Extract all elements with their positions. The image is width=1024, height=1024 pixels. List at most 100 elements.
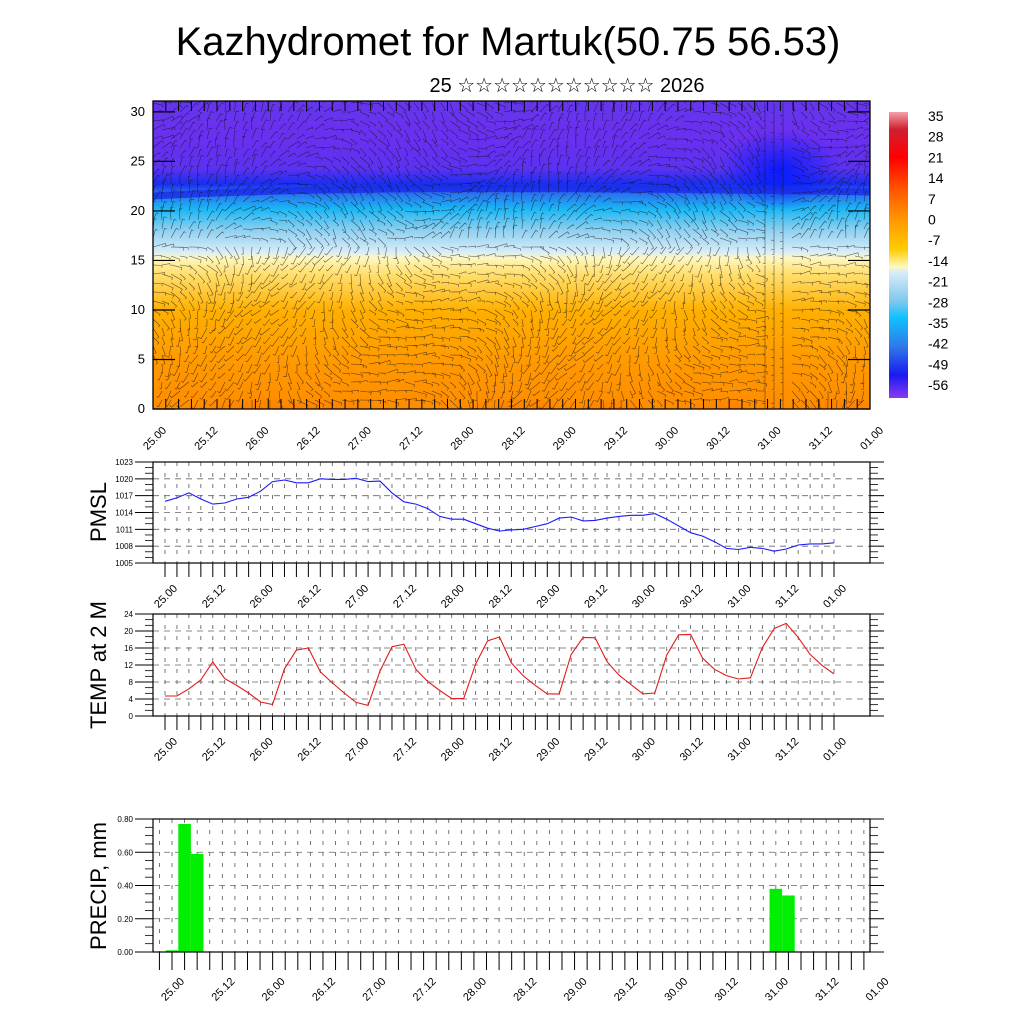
heatmap-warm-core [260,354,400,409]
x-tick-label: 31.00 [756,425,784,453]
x-tick-label: 26.12 [296,736,324,764]
x-tick-label: 01.00 [821,736,849,764]
x-tick-label: 28.00 [439,583,467,611]
y-tick-label: 0 [129,712,134,721]
x-tick-label: 01.00 [858,425,886,453]
x-tick-label: 25.12 [209,976,237,1004]
x-tick-label: 29.00 [534,736,562,764]
colorbar-label: 28 [928,129,944,145]
precip-bar [190,853,204,952]
x-tick-label: 29.00 [551,425,579,453]
x-tick-label: 25.12 [192,425,220,453]
colorbar-label: 7 [928,191,936,207]
x-tick-label: 29.12 [602,425,630,453]
y-tick-label: 1011 [116,525,134,534]
main-title: Kazhydromet for Martuk(50.75 56.53) [176,20,841,64]
x-tick-label: 01.00 [864,976,892,1004]
heatmap-cold-core [720,130,840,210]
x-tick-label: 26.00 [260,976,288,1004]
x-tick-label: 27.00 [343,583,371,611]
temperature-cross-section: 0 5 10 15 20 25 30 25.00 25.12 26.00 26.12 27.00 27… [131,100,886,453]
x-tick-label: 25.12 [200,736,228,764]
x-tick-label: 29.12 [612,976,640,1004]
heatmap-jet-band [153,185,870,200]
colorbar-label: -42 [928,336,948,352]
colorbar-label: 35 [928,108,944,124]
heatmap-y-axis: 0 5 10 15 20 25 30 [131,104,870,416]
colorbar-label: 0 [928,212,936,228]
y-tick-label: 30 [131,104,145,119]
colorbar: 35 28 21 14 7 0 -7 -14 -21 -28 -35 -42 -49 -56 [889,108,948,398]
x-tick-label: 30.12 [678,736,706,764]
series-line [165,622,835,707]
x-tick-label: 30.00 [630,583,658,611]
x-tick-label: 26.00 [248,736,276,764]
y-tick-label: 0.20 [117,915,133,924]
temp-chart: TEMP at 2 M 0 4 8 12 16 20 24 25.00 25.12 26.00 26… [86,601,884,764]
x-tick-label: 26.00 [248,583,276,611]
x-tick-label: 26.12 [295,425,323,453]
pmsl-ylabel: PMSL [86,482,111,542]
colorbar-label: -21 [928,274,948,290]
x-tick-label: 31.00 [726,583,754,611]
subtitle: 25 ☆☆☆☆☆☆☆☆☆☆☆ 2026 [429,75,704,97]
y-tick-label: 1017 [115,492,133,501]
x-tick-label: 27.12 [411,976,439,1004]
x-tick-label: 29.00 [562,976,590,1004]
y-tick-label: 0.60 [117,848,133,857]
x-tick-label: 31.12 [807,425,835,453]
x-tick-label: 29.00 [534,583,562,611]
x-tick-label: 27.00 [343,736,371,764]
y-tick-label: 0.40 [117,882,133,891]
series-line [164,477,835,552]
x-tick-label: 31.12 [813,976,841,1004]
y-tick-label: 0 [138,401,145,416]
x-tick-label: 26.12 [310,976,338,1004]
colorbar-label: -35 [928,315,948,331]
precip-bar [782,895,795,952]
x-tick-label: 25.12 [200,583,228,611]
colorbar-label: 21 [928,149,944,165]
y-tick-label: 0.00 [117,948,133,957]
pmsl-chart: PMSL 1005 1008 1011 1014 1017 1020 1023 25.00 25… [86,458,884,611]
x-tick-label: 27.12 [391,736,419,764]
x-tick-label: 30.12 [713,976,741,1004]
plot-frame [152,613,871,717]
wind-streamlines [153,101,870,409]
x-tick-label: 28.12 [487,583,515,611]
x-tick-label: 31.00 [726,736,754,764]
x-tick-label: 29.12 [582,736,610,764]
x-tick-label: 27.00 [360,976,388,1004]
x-tick-label: 31.00 [763,976,791,1004]
plot-frame [152,818,871,953]
precip-bar [165,950,179,952]
x-tick-label: 28.12 [487,736,515,764]
x-tick-label: 31.12 [773,736,801,764]
y-tick-label: 24 [124,610,133,619]
colorbar-label: 14 [928,170,944,186]
y-tick-label: 1014 [115,509,133,518]
x-tick-label: 28.00 [439,736,467,764]
y-tick-label: 25 [131,153,145,168]
colorbar-label: -28 [928,294,948,310]
plot-frame [152,461,871,564]
x-tick-label: 25.00 [152,583,180,611]
x-tick-label: 31.12 [773,583,801,611]
temp-ylabel: TEMP at 2 M [86,601,111,729]
x-tick-label: 28.00 [448,425,476,453]
x-tick-label: 30.00 [630,736,658,764]
y-tick-label: 1020 [115,475,133,484]
precip-bar [178,823,191,952]
colorbar-label: -56 [928,377,948,393]
y-tick-label: 8 [129,678,134,687]
x-tick-label: 01.00 [821,583,849,611]
precip-bar [769,888,783,952]
x-tick-label: 28.12 [500,425,528,453]
heatmap-hotspots [170,334,870,409]
x-tick-label: 25.00 [141,425,169,453]
x-tick-label: 30.00 [662,976,690,1004]
x-tick-label: 30.00 [653,425,681,453]
y-tick-label: 20 [131,203,145,218]
x-tick-label: 28.12 [511,976,539,1004]
